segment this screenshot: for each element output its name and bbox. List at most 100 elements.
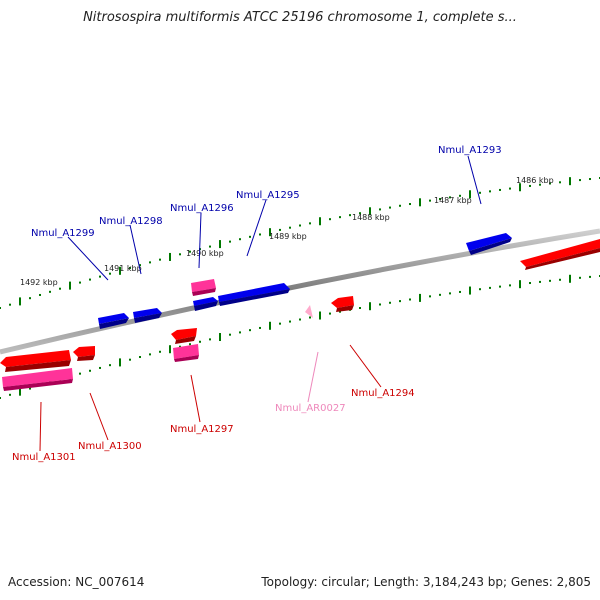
minor-tick xyxy=(589,275,591,278)
forward-strand-genes xyxy=(98,233,512,329)
gene-label-Nmul_A1298[interactable]: Nmul_A1298 xyxy=(99,216,163,227)
minor-tick xyxy=(449,292,451,295)
pseudo-gene-lower-left[interactable] xyxy=(2,368,73,391)
gene-Nmul_A1293[interactable] xyxy=(466,233,512,255)
pseudo-gene-lower-right[interactable] xyxy=(173,344,199,362)
minor-tick xyxy=(159,350,161,353)
gene-Nmul_A1297[interactable] xyxy=(171,328,197,344)
minor-tick xyxy=(539,280,541,283)
minor-tick xyxy=(539,183,541,186)
tick-label: 1489 kbp xyxy=(269,232,307,241)
major-tick xyxy=(269,321,271,330)
gene-label-Nmul_A1294[interactable]: Nmul_A1294 xyxy=(351,388,415,399)
minor-tick xyxy=(429,295,431,298)
minor-tick xyxy=(329,312,331,315)
minor-tick xyxy=(509,187,511,190)
gene-Nmul_A1300[interactable] xyxy=(73,346,95,361)
tick-label: 1486 kbp xyxy=(516,176,554,185)
minor-tick xyxy=(439,197,441,200)
gene-Nmul_A1296[interactable] xyxy=(193,297,218,311)
minor-tick xyxy=(79,281,81,284)
gene-label-Nmul_A1295[interactable]: Nmul_A1295 xyxy=(236,190,300,201)
leader-lines xyxy=(39,155,482,452)
minor-tick xyxy=(409,298,411,301)
minor-tick xyxy=(129,266,131,269)
minor-tick xyxy=(349,214,351,217)
minor-tick xyxy=(299,318,301,321)
rna-Nmul_AR0027[interactable] xyxy=(305,305,313,318)
gene-Nmul_A1301[interactable] xyxy=(0,350,71,372)
major-tick xyxy=(519,183,521,192)
minor-tick xyxy=(179,345,181,348)
gene-label-Nmul_A1296[interactable]: Nmul_A1296 xyxy=(170,203,234,214)
gene-label-Nmul_A1301[interactable]: Nmul_A1301 xyxy=(12,452,76,463)
minor-tick xyxy=(579,179,581,182)
outer-tick-track xyxy=(0,177,600,309)
inner-tick-track xyxy=(0,274,600,399)
minor-tick xyxy=(149,261,151,264)
minor-tick xyxy=(189,250,191,253)
minor-tick xyxy=(359,307,361,309)
minor-tick xyxy=(259,326,261,329)
minor-tick xyxy=(329,218,331,221)
minor-tick xyxy=(89,278,91,281)
map-title: Nitrosospira multiformis ATCC 25196 chro… xyxy=(83,10,517,25)
tick-label: 1491 kbp xyxy=(104,264,142,273)
major-tick xyxy=(369,207,371,216)
minor-tick xyxy=(289,320,291,323)
minor-tick xyxy=(499,188,501,191)
minor-tick xyxy=(309,222,311,225)
minor-tick xyxy=(429,199,431,202)
minor-tick xyxy=(139,264,141,267)
minor-tick xyxy=(249,235,251,238)
gene-label-Nmul_A1293[interactable]: Nmul_A1293 xyxy=(438,145,502,156)
minor-tick xyxy=(0,397,1,399)
gene-right-edge[interactable] xyxy=(520,239,600,270)
minor-tick xyxy=(389,206,391,209)
pseudo-gene-upper[interactable] xyxy=(191,279,216,296)
minor-tick xyxy=(29,297,31,300)
minor-tick xyxy=(559,181,561,184)
minor-tick xyxy=(49,290,51,293)
minor-tick xyxy=(379,303,381,306)
gene-label-Nmul_AR0027[interactable]: Nmul_AR0027 xyxy=(275,403,346,414)
gene-Nmul_A1295[interactable] xyxy=(218,283,290,306)
minor-tick xyxy=(479,191,481,194)
minor-tick xyxy=(109,272,111,275)
gene-label-Nmul_A1299[interactable]: Nmul_A1299 xyxy=(31,228,95,239)
gene-label-Nmul_A1300[interactable]: Nmul_A1300 xyxy=(78,441,142,452)
gene-label-Nmul_A1297[interactable]: Nmul_A1297 xyxy=(170,424,234,435)
minor-tick xyxy=(279,228,281,231)
minor-tick xyxy=(339,216,341,219)
minor-tick xyxy=(229,333,231,336)
minor-tick xyxy=(239,238,241,241)
major-tick xyxy=(19,297,21,306)
genome-summary-text: Topology: circular; Length: 3,184,243 bp… xyxy=(261,575,591,589)
minor-tick xyxy=(39,293,41,296)
minor-tick xyxy=(149,353,151,356)
gene-Nmul_A1298[interactable] xyxy=(133,308,162,323)
minor-tick xyxy=(79,372,81,375)
major-tick xyxy=(219,333,221,342)
minor-tick xyxy=(359,212,361,215)
minor-tick xyxy=(229,240,231,243)
gene-Nmul_A1299[interactable] xyxy=(98,313,129,329)
minor-tick xyxy=(99,275,101,278)
major-tick xyxy=(369,302,371,311)
minor-tick xyxy=(309,316,311,319)
major-tick xyxy=(419,293,421,302)
minor-tick xyxy=(449,196,451,199)
minor-tick xyxy=(109,364,111,367)
minor-tick xyxy=(239,331,241,334)
minor-tick xyxy=(99,366,101,369)
reverse-strand-genes xyxy=(0,239,600,372)
major-tick xyxy=(119,266,121,275)
gene-Nmul_A1294[interactable] xyxy=(331,296,354,312)
minor-tick xyxy=(489,286,491,289)
minor-tick xyxy=(499,285,501,288)
minor-tick xyxy=(479,288,481,291)
minor-tick xyxy=(209,338,211,341)
minor-tick xyxy=(9,393,11,396)
major-tick xyxy=(569,274,571,283)
